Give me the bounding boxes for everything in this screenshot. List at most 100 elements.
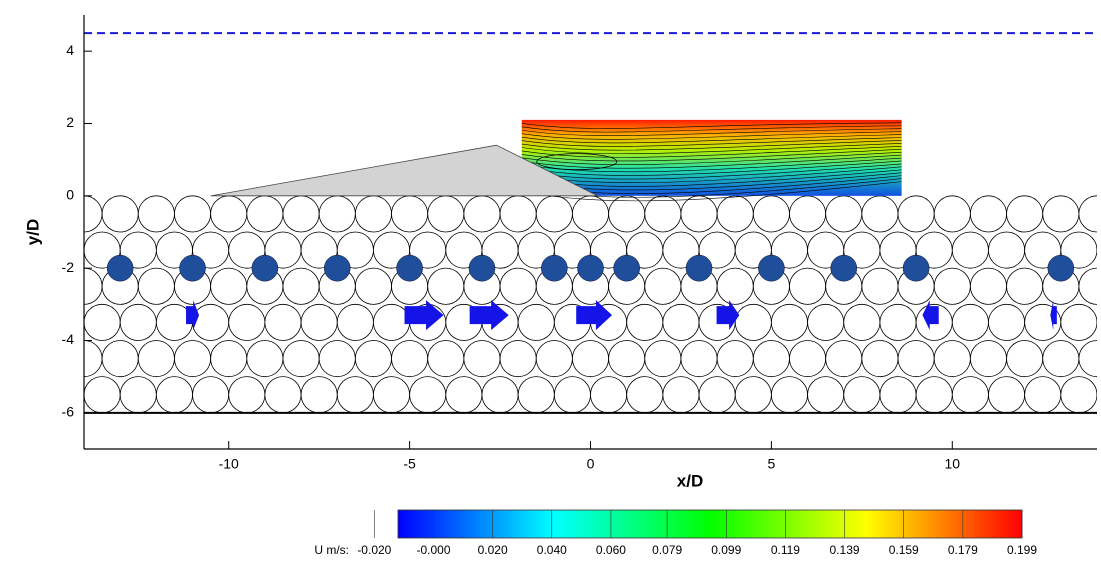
- particle: [903, 255, 929, 281]
- sphere: [84, 304, 120, 340]
- sphere: [1025, 377, 1061, 413]
- sphere: [518, 377, 554, 413]
- sphere: [482, 377, 518, 413]
- sphere: [645, 340, 681, 376]
- colorbar-tick-label: 0.079: [652, 543, 682, 557]
- sphere: [211, 196, 247, 232]
- colorbar-tick-label: 0.099: [711, 543, 741, 557]
- sphere: [373, 377, 409, 413]
- y-tick-label: 2: [66, 114, 74, 130]
- sphere: [12, 377, 48, 413]
- sphere: [1061, 304, 1097, 340]
- sphere: [663, 304, 699, 340]
- sphere: [174, 196, 210, 232]
- sphere: [464, 196, 500, 232]
- sphere: [862, 268, 898, 304]
- particle: [758, 255, 784, 281]
- sphere: [0, 340, 30, 376]
- colorbar-tick-label: 0.199: [1007, 543, 1037, 557]
- sphere: [862, 196, 898, 232]
- particle: [469, 255, 495, 281]
- sediment-bed: [0, 33, 1101, 413]
- sphere: [229, 304, 265, 340]
- sphere: [283, 196, 319, 232]
- y-tick-label: -4: [62, 331, 75, 347]
- sphere: [0, 268, 30, 304]
- sphere: [970, 196, 1006, 232]
- particle: [577, 255, 603, 281]
- x-tick-label: 10: [944, 456, 960, 472]
- particle: [107, 255, 133, 281]
- x-tick-label: -10: [219, 456, 239, 472]
- sphere: [373, 304, 409, 340]
- sphere: [500, 196, 536, 232]
- sphere: [1079, 268, 1101, 304]
- y-tick-label: -6: [62, 404, 75, 420]
- sphere: [193, 377, 229, 413]
- sphere: [283, 340, 319, 376]
- sphere: [898, 340, 934, 376]
- sphere: [229, 377, 265, 413]
- sphere: [627, 377, 663, 413]
- colorbar-tick-label: 0.060: [596, 543, 626, 557]
- x-tick-label: -5: [403, 456, 416, 472]
- sphere: [355, 340, 391, 376]
- sphere: [988, 377, 1024, 413]
- sphere: [645, 268, 681, 304]
- particle: [831, 255, 857, 281]
- particle: [252, 255, 278, 281]
- sphere: [355, 268, 391, 304]
- sphere: [591, 377, 627, 413]
- sphere: [934, 268, 970, 304]
- colorbar-tick-label: 0.159: [889, 543, 919, 557]
- sphere: [138, 340, 174, 376]
- sphere: [1007, 268, 1043, 304]
- sphere: [518, 304, 554, 340]
- particle: [1048, 255, 1074, 281]
- sphere: [247, 196, 283, 232]
- particle: [324, 255, 350, 281]
- sphere: [554, 377, 590, 413]
- sphere: [428, 340, 464, 376]
- sphere: [301, 304, 337, 340]
- sphere: [156, 377, 192, 413]
- x-tick-label: 5: [767, 456, 775, 472]
- sphere: [120, 304, 156, 340]
- sphere: [681, 196, 717, 232]
- sphere: [410, 377, 446, 413]
- sphere: [609, 340, 645, 376]
- sphere: [337, 304, 373, 340]
- sphere: [30, 268, 66, 304]
- particle: [614, 255, 640, 281]
- sphere: [446, 377, 482, 413]
- chart: x/D y/D -10-50510-6-4-2024-0.020-0.0000.…: [0, 0, 1101, 565]
- sphere: [753, 340, 789, 376]
- sphere: [12, 304, 48, 340]
- colorbar-tick-label: 0.139: [830, 543, 860, 557]
- sphere: [735, 377, 771, 413]
- sphere: [1097, 377, 1101, 413]
- colorbar-tick-label: 0.020: [478, 543, 508, 557]
- sphere: [536, 340, 572, 376]
- sphere: [880, 304, 916, 340]
- sphere: [808, 377, 844, 413]
- colorbar-tick-label: 0.119: [771, 543, 800, 557]
- sphere: [102, 196, 138, 232]
- sphere: [464, 340, 500, 376]
- y-tick-label: 0: [66, 187, 74, 203]
- sphere: [337, 377, 373, 413]
- sphere: [211, 268, 247, 304]
- sphere: [392, 196, 428, 232]
- sphere: [970, 268, 1006, 304]
- sphere: [1079, 340, 1101, 376]
- sphere: [1097, 304, 1101, 340]
- sphere: [880, 377, 916, 413]
- sphere: [247, 340, 283, 376]
- particle: [397, 255, 423, 281]
- sphere: [645, 196, 681, 232]
- sphere: [898, 196, 934, 232]
- sphere: [789, 196, 825, 232]
- sphere: [771, 377, 807, 413]
- sphere: [428, 196, 464, 232]
- sphere: [1061, 377, 1097, 413]
